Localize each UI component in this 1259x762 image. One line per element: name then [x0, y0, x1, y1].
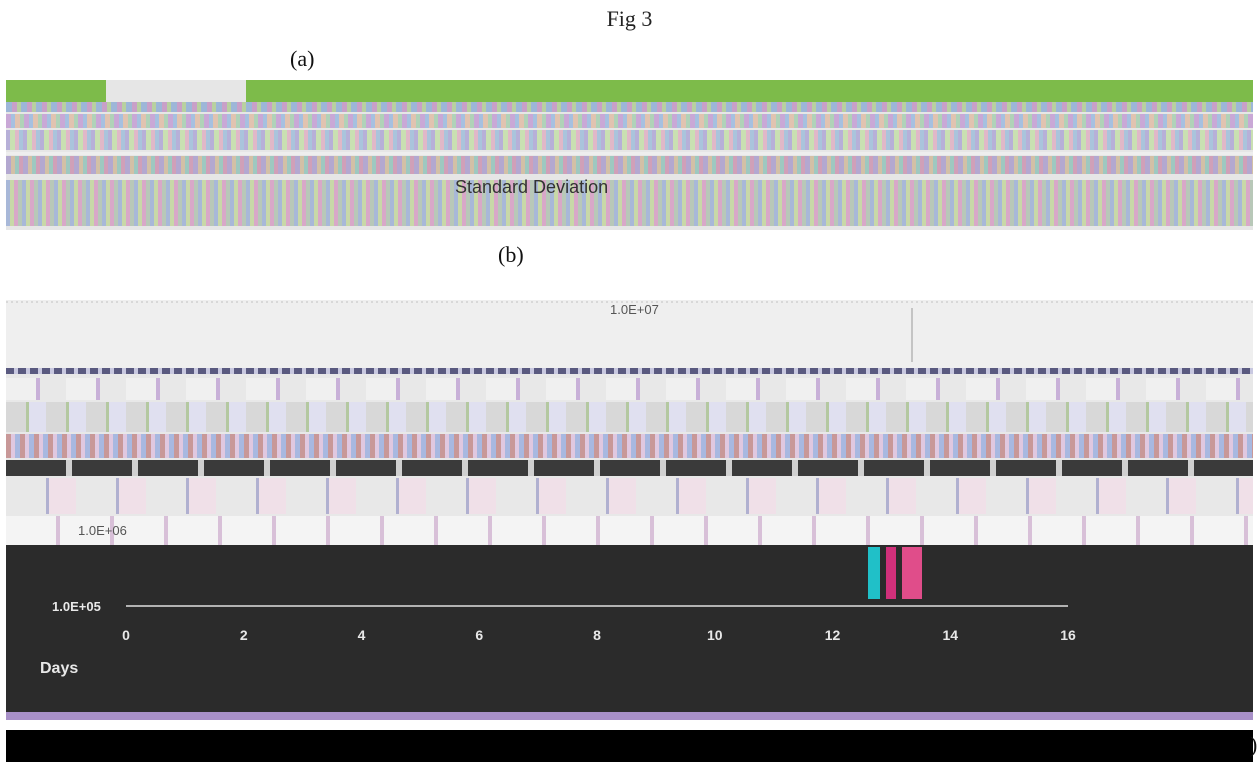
bottom-artifact-strip: [6, 712, 1253, 720]
chart-svg: 1.0E+05 Days 0 2 4 6 8 10 12 14 16: [40, 547, 1076, 677]
closing-parenthesis: ): [1250, 732, 1258, 757]
mid-tick-svg: 1.0E+06: [78, 523, 127, 538]
x-tick-labels: 0 2 4 6 8 10 12 14 16: [122, 627, 1076, 643]
table-row: [6, 156, 1253, 174]
chart-top-region: 1.0E+07: [6, 300, 1253, 370]
plot-band-row: [6, 460, 1253, 476]
plot-band-row: [6, 378, 1253, 400]
y-tick-label-mid: 1.0E+06: [78, 523, 127, 538]
plot-band-row: [6, 434, 1253, 458]
panel-b-label: (b): [498, 242, 524, 267]
chart-top-svg: 1.0E+07: [6, 301, 1253, 362]
standard-deviation-label: Standard Deviation: [455, 177, 609, 197]
panel-a-table: [6, 80, 1253, 230]
x-tick-label: 10: [707, 627, 723, 643]
table-row: [6, 114, 1253, 128]
plot-band-row: [6, 516, 1253, 548]
x-tick-label: 8: [593, 627, 601, 643]
x-tick-label: 0: [122, 627, 130, 643]
x-tick-label: 2: [240, 627, 248, 643]
x-tick-label: 6: [475, 627, 483, 643]
panel-a-label: (a): [290, 46, 315, 71]
chart-plot-area: 1.0E+05 Days 0 2 4 6 8 10 12 14 16: [6, 545, 1253, 715]
chart-plot-band: [6, 368, 1253, 548]
y-tick-label-bottom: 1.0E+05: [52, 599, 101, 614]
artifact-bar-magenta: [886, 547, 896, 599]
divider: [6, 152, 1253, 155]
x-axis-label: Days: [40, 660, 78, 677]
x-tick-label: 12: [825, 627, 841, 643]
plot-band-row: [6, 368, 1253, 374]
plot-band-row: [6, 478, 1253, 514]
plot-band-row: [6, 402, 1253, 432]
footer-block: [6, 730, 1253, 762]
table-row: [6, 180, 1253, 226]
artifact-bar-cyan: [868, 547, 880, 599]
x-tick-label: 4: [358, 627, 366, 643]
artifact-bar-pink: [902, 547, 922, 599]
x-tick-label: 14: [942, 627, 958, 643]
table-header-strip: [246, 80, 1253, 102]
figure-title: Fig 3: [606, 6, 653, 31]
y-tick-label-top: 1.0E+07: [610, 302, 659, 317]
x-tick-label: 16: [1060, 627, 1076, 643]
table-row: [6, 102, 1253, 112]
table-header-strip: [6, 80, 106, 102]
table-row: [6, 130, 1253, 150]
